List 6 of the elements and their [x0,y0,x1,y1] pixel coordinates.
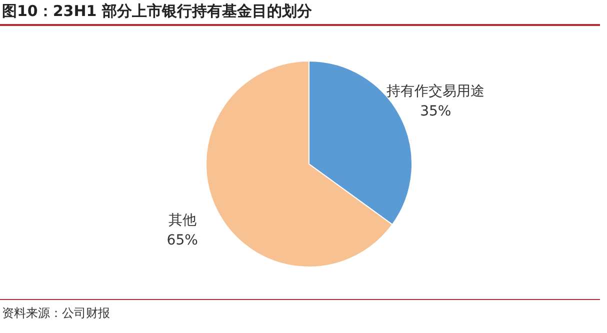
data-label: 35% [420,103,452,120]
data-label: 65% [166,232,198,249]
text: 资料来源：公司财报 [2,305,110,322]
slice-label: 持有作交易用途 [386,83,485,100]
slice-label: 其他 [168,212,196,229]
chart-title: 图10：23H1 部分上市银行持有基金目的划分 [2,2,312,21]
